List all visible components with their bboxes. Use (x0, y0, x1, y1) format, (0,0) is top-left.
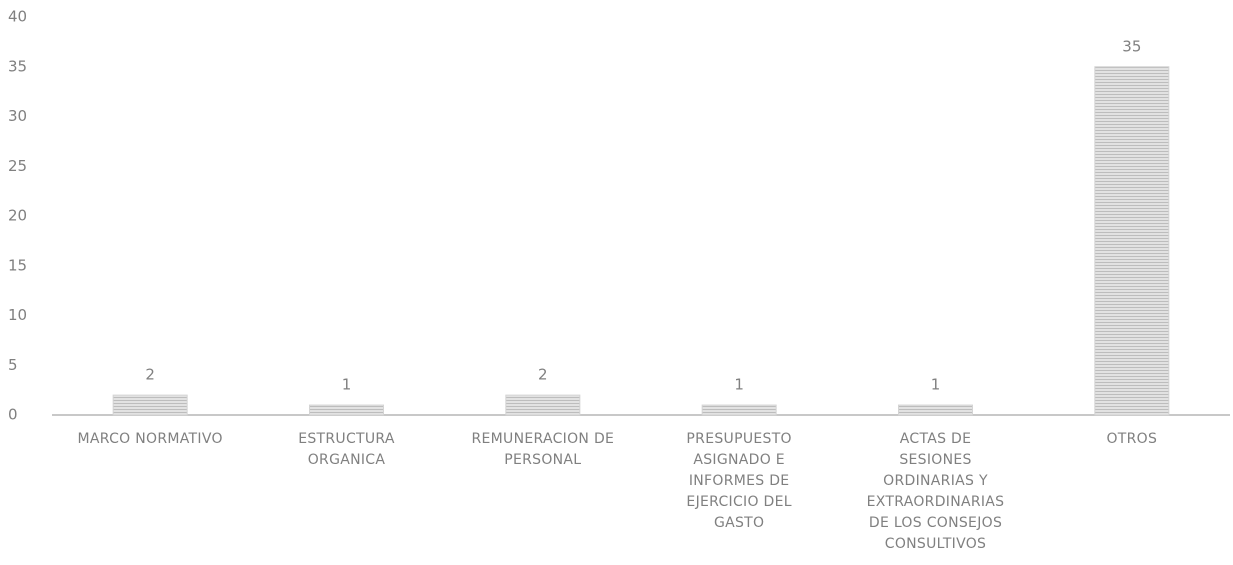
data-label: 2 (145, 366, 155, 384)
data-label: 35 (1122, 37, 1141, 55)
x-tick-label: REMUNERACION DE PERSONAL (471, 431, 615, 468)
x-tick-label: OTROS (1106, 431, 1158, 447)
y-tick-label: 5 (8, 356, 18, 374)
x-tick-label: MARCO NORMATIVO (77, 431, 223, 447)
x-tick-label: ESTRUCTURA ORGANICA (298, 431, 395, 468)
bar (112, 394, 188, 416)
data-label: 2 (538, 366, 548, 384)
data-label: 1 (931, 376, 941, 394)
x-tick-label: PRESUPUESTO ASIGNADO E INFORMES DE EJERC… (686, 431, 792, 531)
y-tick-label: 20 (8, 207, 27, 225)
y-tick-label: 10 (8, 306, 27, 324)
bar (505, 394, 581, 416)
x-tick-label: ACTAS DE SESIONES ORDINARIAS Y EXTRAORDI… (866, 431, 1005, 552)
y-tick-label: 25 (8, 157, 27, 175)
bar (701, 404, 777, 416)
y-tick-label: 0 (8, 406, 18, 424)
y-tick-label: 30 (8, 107, 27, 125)
y-tick-label: 40 (8, 8, 27, 26)
data-label: 1 (734, 376, 744, 394)
data-label: 1 (342, 376, 352, 394)
y-tick-label: 15 (8, 256, 27, 274)
bar (309, 404, 384, 416)
y-tick-label: 35 (8, 57, 27, 75)
bar (1094, 66, 1170, 416)
bar (898, 404, 973, 416)
